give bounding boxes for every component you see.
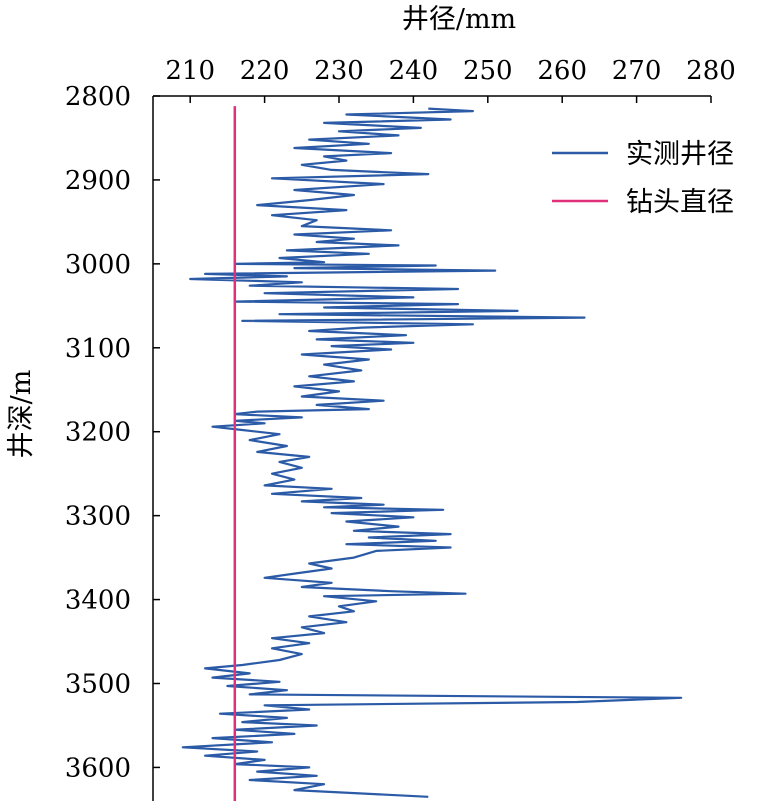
legend: 实测井径 钻头直径 <box>552 139 734 218</box>
x-tick-label: 260 <box>537 56 587 86</box>
y-tick-label: 3100 <box>65 334 131 364</box>
legend-label-measured-diameter: 实测井径 <box>626 139 734 170</box>
y-tick-label: 3200 <box>65 418 131 448</box>
x-tick-label: 280 <box>686 56 736 86</box>
y-tick-label: 3000 <box>65 250 131 280</box>
y-tick-label: 3500 <box>65 670 131 700</box>
y-tick-label: 3400 <box>65 586 131 616</box>
x-tick-label: 240 <box>389 56 439 86</box>
y-tick-label: 3300 <box>65 502 131 532</box>
y-tick-label: 3600 <box>65 753 131 783</box>
y-tick-label: 2800 <box>65 82 131 112</box>
x-tick-label: 210 <box>165 56 215 86</box>
series-layer <box>181 106 683 801</box>
y-axis-label: 井深/m <box>6 370 37 459</box>
x-axis-label: 井径/mm <box>402 4 516 35</box>
x-axis: 210 220 230 240 250 260 270 280 <box>153 56 736 103</box>
x-tick-label: 270 <box>612 56 662 86</box>
x-tick-label: 250 <box>463 56 513 86</box>
y-tick-label: 2900 <box>65 166 131 196</box>
x-tick-label: 230 <box>314 56 364 86</box>
x-tick-label: 220 <box>240 56 290 86</box>
y-axis: 2800 2900 3000 3100 3200 3300 3400 3500 3600 <box>65 82 160 801</box>
legend-label-bit-diameter: 钻头直径 <box>626 187 734 218</box>
measured-diameter-line <box>181 107 683 798</box>
